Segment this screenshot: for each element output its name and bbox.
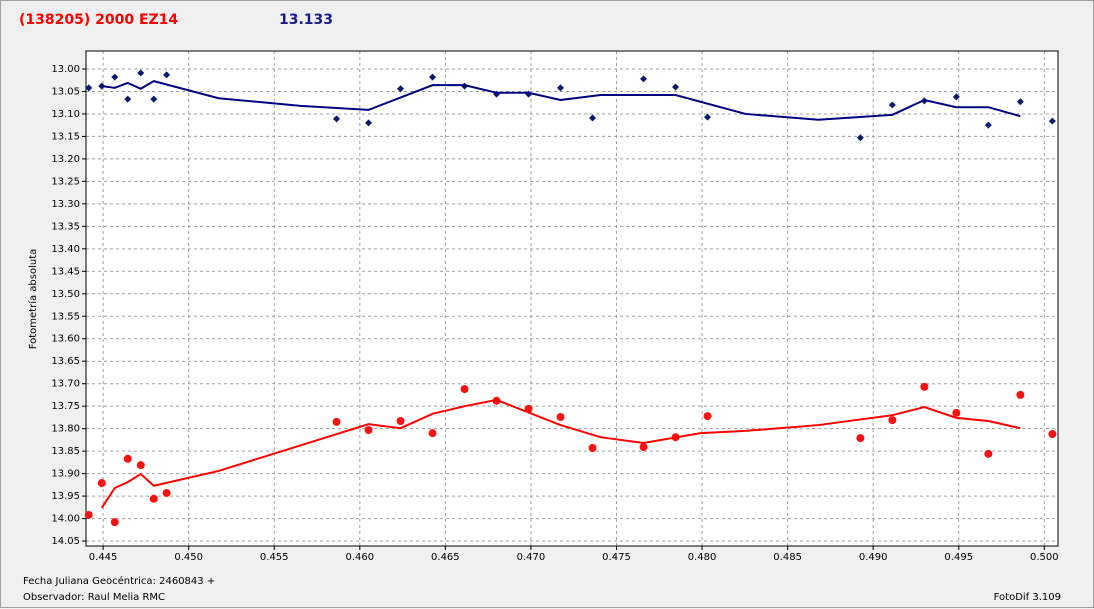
data-point [856, 134, 864, 142]
y-tick-label: 13.45 [51, 266, 80, 277]
data-point [888, 101, 896, 109]
chart-title: (138205) 2000 EZ14 [19, 12, 178, 28]
y-tick-label: 13.70 [51, 379, 80, 390]
data-point [556, 412, 565, 421]
x-tick-label: 0.495 [944, 552, 973, 563]
data-point [639, 443, 648, 452]
chart-subtitle: 13.133 [279, 12, 333, 28]
data-point [365, 119, 373, 127]
x-tick-label: 0.455 [260, 552, 289, 563]
x-tick-label: 0.465 [431, 552, 460, 563]
plot-border [85, 50, 1059, 547]
data-point [84, 510, 93, 519]
data-point [110, 518, 119, 527]
data-point [856, 434, 865, 443]
data-point [557, 84, 565, 92]
data-point [429, 73, 437, 81]
data-point [952, 93, 960, 101]
x-axis-label: Fecha Juliana Geocéntrica: 2460843 + [23, 575, 215, 587]
y-tick-label: 13.25 [51, 176, 80, 187]
y-tick-label: 13.05 [51, 86, 80, 97]
data-point [364, 426, 373, 435]
data-point [984, 449, 993, 458]
data-point [888, 416, 897, 425]
data-point [984, 121, 992, 129]
y-tick-label: 13.75 [51, 401, 80, 412]
data-point [703, 412, 712, 421]
y-tick-label: 13.15 [51, 131, 80, 142]
data-point [397, 85, 405, 93]
data-point [85, 84, 93, 92]
data-point [123, 454, 132, 463]
y-tick-label: 14.00 [51, 514, 80, 525]
data-point [162, 488, 171, 497]
data-point [1016, 390, 1025, 399]
x-tick-label: 0.485 [773, 552, 802, 563]
y-tick-label: 13.85 [51, 446, 80, 457]
series-line [101, 80, 1021, 121]
y-tick-label: 14.05 [51, 536, 80, 547]
data-point [332, 417, 341, 426]
data-point [163, 71, 171, 79]
x-tick-label: 0.500 [1030, 552, 1059, 563]
data-point [920, 382, 929, 391]
x-tick-label: 0.470 [517, 552, 546, 563]
y-tick-label: 13.60 [51, 334, 80, 345]
y-tick-label: 13.65 [51, 356, 80, 367]
x-tick-label: 0.445 [89, 552, 118, 563]
data-point [460, 385, 469, 394]
observer-note: Observador: Raul Melia RMC [23, 592, 165, 603]
data-point [136, 461, 145, 470]
data-point [150, 95, 158, 103]
y-tick-label: 13.35 [51, 221, 80, 232]
data-point [333, 115, 341, 123]
x-tick-label: 0.450 [174, 552, 203, 563]
x-tick-label: 0.480 [688, 552, 717, 563]
data-point [640, 75, 648, 83]
y-tick-label: 13.10 [51, 109, 80, 120]
x-tick-label: 0.475 [602, 552, 631, 563]
x-tick-label: 0.460 [345, 552, 374, 563]
data-point [1048, 117, 1056, 125]
plot-area [86, 51, 1058, 546]
data-point [588, 443, 597, 452]
y-tick-label: 13.90 [51, 469, 80, 480]
series-line [100, 398, 1021, 509]
data-point [124, 95, 132, 103]
software-note: FotoDif 3.109 [994, 592, 1061, 603]
y-tick-label: 13.80 [51, 424, 80, 435]
y-axis-label: Fotometría absoluta [27, 249, 39, 350]
data-point [952, 408, 961, 417]
data-point [672, 83, 680, 91]
y-tick-label: 13.95 [51, 491, 80, 502]
data-point [704, 113, 712, 121]
y-tick-label: 13.30 [51, 199, 80, 210]
y-tick-label: 13.40 [51, 244, 80, 255]
data-point [149, 494, 158, 503]
x-tick-label: 0.490 [859, 552, 888, 563]
data-point [428, 429, 437, 438]
data-point [589, 114, 597, 122]
data-point [396, 417, 405, 426]
data-point [97, 479, 106, 488]
data-point [1016, 98, 1024, 106]
y-tick-label: 13.20 [51, 154, 80, 165]
data-point [1048, 430, 1057, 439]
y-tick-label: 13.55 [51, 311, 80, 322]
y-tick-label: 13.50 [51, 289, 80, 300]
y-tick-label: 13.00 [51, 64, 80, 75]
data-point [137, 69, 145, 77]
data-point [111, 73, 119, 81]
